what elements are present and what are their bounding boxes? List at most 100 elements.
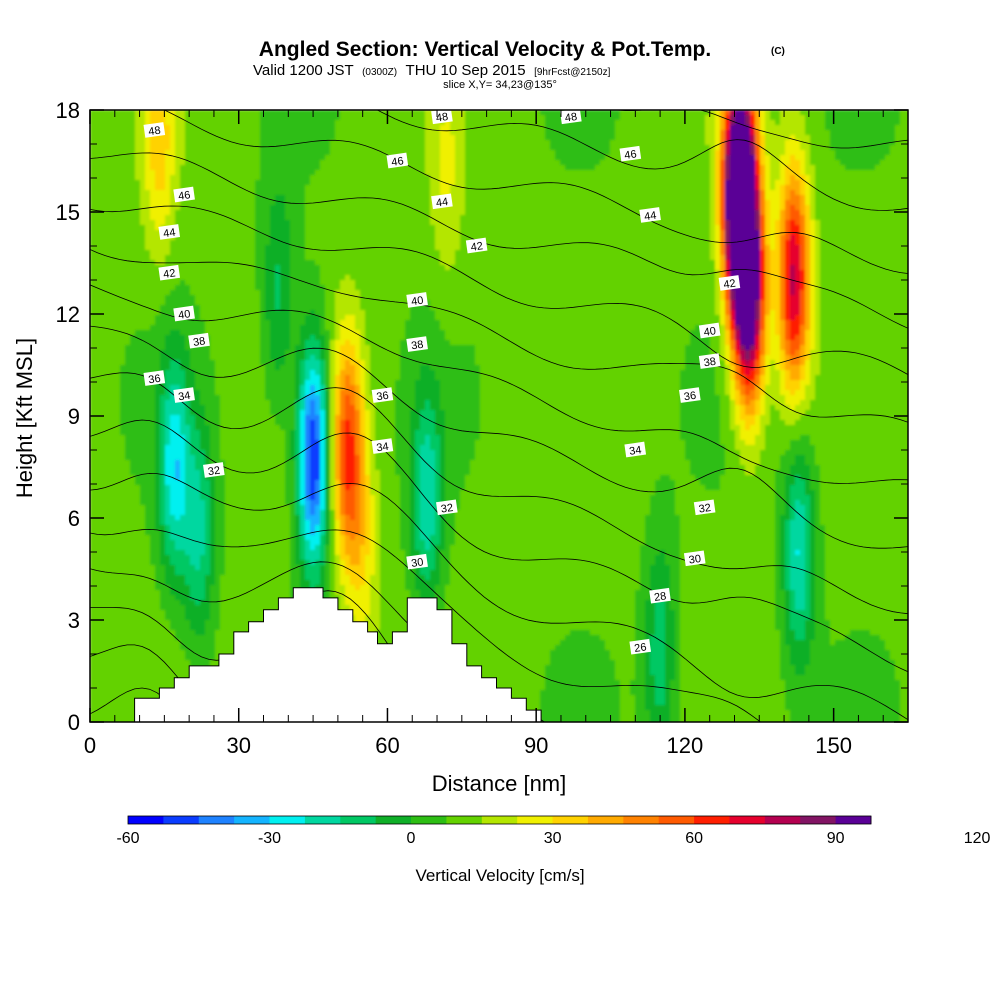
velocity-cell — [170, 370, 176, 376]
velocity-cell — [145, 555, 151, 561]
velocity-cell — [195, 295, 201, 301]
velocity-cell — [130, 275, 136, 281]
velocity-cell — [275, 580, 281, 586]
velocity-cell — [235, 210, 241, 216]
velocity-cell — [190, 610, 196, 616]
velocity-cell — [265, 335, 271, 341]
velocity-cell — [245, 255, 251, 261]
velocity-cell — [280, 440, 286, 446]
velocity-cell — [240, 520, 246, 526]
velocity-cell — [245, 215, 251, 221]
velocity-cell — [185, 370, 191, 376]
velocity-cell — [125, 685, 131, 691]
velocity-cell — [145, 430, 151, 436]
velocity-cell — [145, 200, 151, 206]
velocity-cell — [245, 510, 251, 516]
velocity-cell — [285, 165, 291, 171]
velocity-cell — [125, 360, 131, 366]
velocity-cell — [280, 280, 286, 286]
velocity-cell — [185, 615, 191, 621]
velocity-cell — [145, 470, 151, 476]
velocity-cell — [90, 185, 96, 191]
velocity-cell — [175, 240, 181, 246]
velocity-cell — [115, 490, 121, 496]
velocity-cell — [210, 555, 216, 561]
velocity-cell — [205, 645, 211, 651]
velocity-cell — [140, 565, 146, 571]
velocity-cell — [225, 305, 231, 311]
velocity-cell — [245, 535, 251, 541]
velocity-cell — [200, 425, 206, 431]
velocity-cell — [105, 520, 111, 526]
velocity-cell — [280, 450, 286, 456]
velocity-cell — [185, 280, 191, 286]
velocity-cell — [180, 325, 186, 331]
velocity-cell — [230, 485, 236, 491]
velocity-cell — [110, 165, 116, 171]
velocity-cell — [250, 140, 256, 146]
velocity-cell — [135, 690, 141, 696]
velocity-cell — [245, 355, 251, 361]
velocity-cell — [155, 550, 161, 556]
velocity-cell — [245, 575, 251, 581]
velocity-cell — [120, 280, 126, 286]
velocity-cell — [125, 645, 131, 651]
velocity-cell — [120, 610, 126, 616]
velocity-cell — [135, 485, 141, 491]
velocity-cell — [285, 430, 291, 436]
velocity-cell — [165, 340, 171, 346]
velocity-cell — [290, 190, 296, 196]
velocity-cell — [245, 200, 251, 206]
velocity-cell — [230, 210, 236, 216]
velocity-cell — [125, 110, 131, 116]
velocity-cell — [260, 375, 266, 381]
velocity-cell — [140, 590, 146, 596]
velocity-cell — [100, 555, 106, 561]
velocity-cell — [95, 630, 101, 636]
velocity-cell — [105, 375, 111, 381]
velocity-cell — [145, 195, 151, 201]
velocity-cell — [145, 495, 151, 501]
velocity-cell — [145, 140, 151, 146]
velocity-cell — [150, 545, 156, 551]
velocity-cell — [140, 665, 146, 671]
velocity-cell — [260, 145, 266, 151]
velocity-cell — [280, 425, 286, 431]
velocity-cell — [240, 320, 246, 326]
velocity-cell — [140, 535, 146, 541]
velocity-cell — [140, 445, 146, 451]
velocity-cell — [220, 375, 226, 381]
velocity-cell — [90, 215, 96, 221]
velocity-cell — [260, 400, 266, 406]
velocity-cell — [235, 590, 241, 596]
velocity-cell — [205, 180, 211, 186]
velocity-cell — [220, 345, 226, 351]
velocity-cell — [190, 530, 196, 536]
velocity-cell — [195, 120, 201, 126]
velocity-cell — [280, 130, 286, 136]
velocity-cell — [280, 530, 286, 536]
velocity-cell — [90, 620, 96, 626]
velocity-cell — [245, 580, 251, 586]
velocity-cell — [95, 490, 101, 496]
velocity-cell — [210, 345, 216, 351]
velocity-cell — [150, 570, 156, 576]
velocity-cell — [135, 595, 141, 601]
velocity-cell — [240, 540, 246, 546]
velocity-cell — [230, 390, 236, 396]
velocity-cell — [120, 555, 126, 561]
velocity-cell — [140, 175, 146, 181]
velocity-cell — [280, 560, 286, 566]
velocity-cell — [275, 520, 281, 526]
velocity-cell — [255, 240, 261, 246]
velocity-cell — [240, 240, 246, 246]
velocity-cell — [120, 275, 126, 281]
velocity-cell — [250, 415, 256, 421]
velocity-cell — [205, 575, 211, 581]
velocity-cell — [160, 495, 166, 501]
velocity-cell — [155, 595, 161, 601]
velocity-cell — [110, 660, 116, 666]
velocity-cell — [160, 600, 166, 606]
velocity-cell — [110, 220, 116, 226]
velocity-cell — [235, 250, 241, 256]
